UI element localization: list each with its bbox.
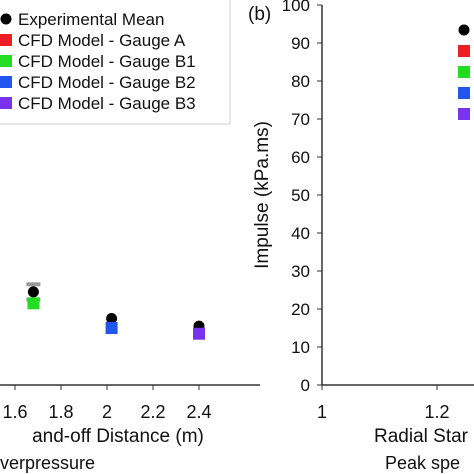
left-x-axis-label: and-off Distance (m) xyxy=(32,426,204,447)
left-chart-panel: 1.6 1.8 2 2.2 2.4 and-off Distance (m) verpr… xyxy=(0,0,260,473)
right-legend-marker xyxy=(458,45,470,57)
right-legend-marker xyxy=(458,87,470,99)
left-x-tick-label: 2.4 xyxy=(186,402,211,422)
left-point xyxy=(27,286,39,298)
right-y-tick-label: 90 xyxy=(291,34,310,53)
left-legend-entry: CFD Model - Gauge B2 xyxy=(0,73,196,92)
left-x-tick-label: 2.2 xyxy=(140,402,165,422)
left-legend-entry: CFD Model - Gauge B3 xyxy=(0,94,196,113)
right-legend-marker xyxy=(458,66,470,78)
right-panel-label: (b) xyxy=(248,4,271,25)
left-legend-marker xyxy=(0,76,12,88)
right-y-tick-label: 100 xyxy=(282,0,310,15)
right-y-axis-label: Impulse (kPa.ms) xyxy=(252,121,273,269)
left-legend-marker xyxy=(0,13,12,25)
left-x-tick-label: 1.8 xyxy=(48,402,73,422)
right-legend-marker xyxy=(458,108,470,120)
right-y-tick-labels: 0 10 20 30 40 50 60 70 80 90 100 xyxy=(282,0,322,395)
left-point xyxy=(106,313,118,324)
left-legend-marker xyxy=(0,55,12,67)
left-legend: Experimental Mean CFD Model - Gauge A CFD … xyxy=(0,0,231,125)
right-legend-marker xyxy=(458,24,470,36)
left-legend-label: CFD Model - Gauge B2 xyxy=(18,73,196,92)
left-legend-marker xyxy=(0,34,12,46)
right-caption: Peak spe xyxy=(385,453,460,473)
right-y-tick-label: 60 xyxy=(291,148,310,167)
left-point xyxy=(105,322,118,334)
right-y-tick-label: 40 xyxy=(291,224,310,243)
left-legend-label: CFD Model - Gauge B1 xyxy=(18,52,196,71)
left-legend-label: CFD Model - Gauge B3 xyxy=(18,94,196,113)
left-legend-entry: Experimental Mean xyxy=(0,10,164,29)
right-y-tick-label: 0 xyxy=(301,376,310,395)
left-legend-label: CFD Model - Gauge A xyxy=(18,31,186,50)
right-x-tick-label: 1.2 xyxy=(424,402,449,422)
right-legend xyxy=(458,24,470,120)
left-x-tick-label: 1.6 xyxy=(2,402,27,422)
right-y-tick-label: 30 xyxy=(291,262,310,281)
right-y-tick-label: 80 xyxy=(291,72,310,91)
left-x-tick-label: 2 xyxy=(102,402,112,422)
right-x-tick-labels: 11.21.41.6 xyxy=(317,385,450,422)
left-data-points xyxy=(27,286,205,340)
right-y-tick-label: 10 xyxy=(291,338,310,357)
left-legend-entry: CFD Model - Gauge A xyxy=(0,31,186,50)
right-x-tick-label: 1 xyxy=(317,402,327,422)
right-x-axis-label: Radial Star xyxy=(374,426,469,447)
left-x-tick-labels: 1.6 1.8 2 2.2 2.4 xyxy=(2,385,212,422)
right-y-tick-label: 70 xyxy=(291,110,310,129)
left-legend-marker xyxy=(0,97,12,109)
left-point xyxy=(27,297,40,310)
left-legend-entry: CFD Model - Gauge B1 xyxy=(0,52,196,71)
left-point xyxy=(193,327,205,340)
left-legend-box xyxy=(0,0,231,125)
right-y-tick-label: 50 xyxy=(291,186,310,205)
left-legend-label: Experimental Mean xyxy=(18,10,164,29)
right-y-tick-label: 20 xyxy=(291,300,310,319)
left-caption: verpressure xyxy=(0,453,95,473)
